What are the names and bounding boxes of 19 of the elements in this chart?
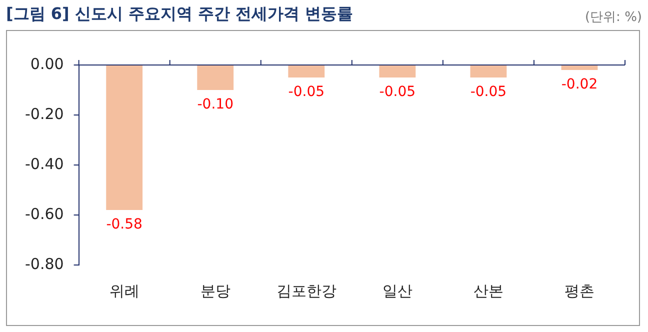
x-tick-label: 일산 <box>382 282 412 300</box>
y-tick-label: 0.00 <box>30 54 64 73</box>
y-tick-label: -0.20 <box>25 104 64 123</box>
chart-title: [그림 6] 신도시 주요지역 주간 전세가격 변동률 <box>6 4 354 25</box>
data-label: -0.02 <box>561 76 598 93</box>
data-label: -0.05 <box>470 84 507 100</box>
data-label: -0.05 <box>379 84 416 100</box>
x-tick-label: 위례 <box>109 282 140 300</box>
data-label: -0.58 <box>106 216 142 233</box>
x-tick-label: 평촌 <box>564 282 594 300</box>
y-tick-label: -0.80 <box>25 254 64 273</box>
x-tick-label: 김포한강 <box>276 282 336 300</box>
x-tick-label: 분당 <box>200 282 230 300</box>
text: (단위: %) <box>584 9 642 26</box>
data-label: -0.05 <box>288 84 325 100</box>
y-tick-label: -0.60 <box>25 204 64 223</box>
y-tick-label: -0.40 <box>25 154 64 173</box>
x-tick-label: 산본 <box>473 282 504 300</box>
data-label: -0.10 <box>197 96 234 113</box>
